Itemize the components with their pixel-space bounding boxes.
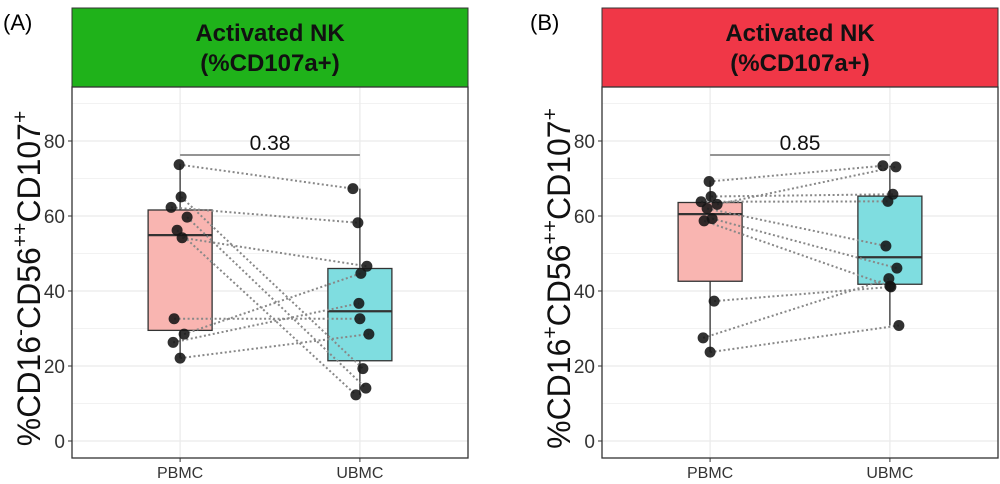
- panel-b: (B) Activated NK (%CD107a+) 0 20 40 60 80 0.85 PB…: [530, 7, 999, 482]
- point-pbmc: [167, 336, 179, 348]
- y-tick-label: 0: [54, 432, 65, 453]
- pair-line: [180, 196, 364, 370]
- y-axis-title: %CD16-CD56++CD107+: [9, 111, 47, 446]
- header-title-line: (%CD107a+): [200, 50, 339, 77]
- point-pbmc: [705, 191, 717, 202]
- point-pbmc: [698, 215, 710, 227]
- y-axis-title-superscript: -: [9, 329, 32, 336]
- y-axis-title-superscript: +: [9, 111, 32, 123]
- point-ubmc: [890, 161, 902, 173]
- point-ubmc: [883, 273, 895, 285]
- x-tick-label: UBMC: [866, 465, 913, 482]
- point-ubmc: [360, 382, 372, 394]
- pair-line: [702, 277, 890, 339]
- y-tick-label: 40: [44, 282, 65, 303]
- y-axis-title-segment: CD107: [11, 123, 47, 223]
- y-tick-label: 0: [584, 432, 595, 453]
- y-axis-title-segment: CD56: [541, 245, 577, 327]
- pair-line: [709, 164, 883, 183]
- point-ubmc: [352, 217, 364, 229]
- y-axis-title-superscript: ++: [539, 220, 562, 245]
- y-tick-label: 40: [574, 282, 595, 303]
- header-strip: [601, 7, 999, 88]
- point-ubmc: [354, 313, 366, 325]
- point-ubmc: [880, 240, 892, 252]
- plot-border: [601, 86, 999, 459]
- pair-line: [706, 207, 887, 247]
- pair-line: [711, 193, 893, 198]
- box-ubmc: [857, 195, 923, 285]
- y-tick-label: 60: [44, 207, 65, 228]
- point-ubmc: [885, 281, 897, 293]
- header-title-line: (%CD107a+): [730, 50, 869, 77]
- x-tick-label: UBMC: [336, 465, 383, 482]
- point-ubmc: [893, 320, 905, 331]
- point-pbmc: [181, 211, 193, 223]
- point-ubmc: [350, 389, 362, 401]
- plot-border: [71, 86, 469, 459]
- point-pbmc: [704, 346, 716, 358]
- point-pbmc: [697, 332, 709, 344]
- panel-label: (B): [530, 10, 559, 35]
- point-pbmc: [165, 201, 177, 213]
- point-pbmc: [708, 295, 720, 307]
- point-pbmc: [176, 232, 188, 244]
- pair-line: [172, 302, 360, 344]
- header-strip: [71, 7, 469, 88]
- pair-line: [186, 216, 367, 389]
- point-ubmc: [355, 267, 367, 279]
- plot-area: [72, 87, 468, 458]
- pair-line: [709, 324, 900, 354]
- y-tick-label: 20: [44, 357, 65, 378]
- point-ubmc: [882, 195, 894, 207]
- p-value-label: 0.85: [780, 132, 821, 155]
- y-axis-title: %CD16+CD56++CD107+: [539, 108, 577, 449]
- y-axis-title-segment: CD107: [541, 120, 577, 220]
- y-axis-title-segment: %CD16: [11, 336, 47, 446]
- header-title-line: Activated NK: [725, 20, 875, 47]
- point-ubmc: [877, 160, 889, 172]
- point-ubmc: [357, 363, 369, 375]
- pair-line: [179, 333, 370, 360]
- y-tick-label: 20: [574, 357, 595, 378]
- pair-line: [703, 219, 891, 288]
- pair-line: [176, 229, 357, 396]
- header-title-line: Activated NK: [195, 20, 345, 47]
- panel-a: (A) Activated NK (%CD107a+) 0 20 40 60 80 0.38 PB…: [3, 7, 469, 482]
- point-pbmc: [701, 203, 713, 214]
- point-ubmc: [353, 297, 365, 309]
- point-ubmc: [347, 183, 359, 195]
- point-pbmc: [175, 191, 187, 203]
- pair-line: [711, 217, 898, 270]
- point-pbmc: [174, 352, 186, 364]
- y-axis-title-superscript: +: [539, 108, 562, 120]
- y-axis-title-superscript: +: [539, 326, 562, 338]
- p-value-label: 0.38: [250, 132, 291, 155]
- point-ubmc: [891, 262, 903, 274]
- point-pbmc: [168, 313, 180, 325]
- point-pbmc: [711, 198, 723, 210]
- x-tick-label: PBMC: [687, 465, 733, 482]
- y-axis-title-superscript: ++: [9, 223, 32, 248]
- panel-label: (A): [3, 10, 32, 35]
- x-tick-label: PBMC: [157, 465, 203, 482]
- plot-area: [602, 87, 998, 458]
- point-pbmc: [173, 159, 185, 171]
- y-tick-label: 60: [574, 207, 595, 228]
- point-pbmc: [178, 328, 190, 340]
- point-pbmc: [703, 176, 715, 187]
- y-tick-label: 80: [44, 132, 65, 153]
- y-axis-title-segment: %CD16: [541, 339, 577, 449]
- y-axis-title-segment: CD56: [11, 247, 47, 329]
- pair-line: [716, 165, 897, 206]
- point-ubmc: [363, 328, 375, 340]
- y-tick-label: 80: [574, 132, 595, 153]
